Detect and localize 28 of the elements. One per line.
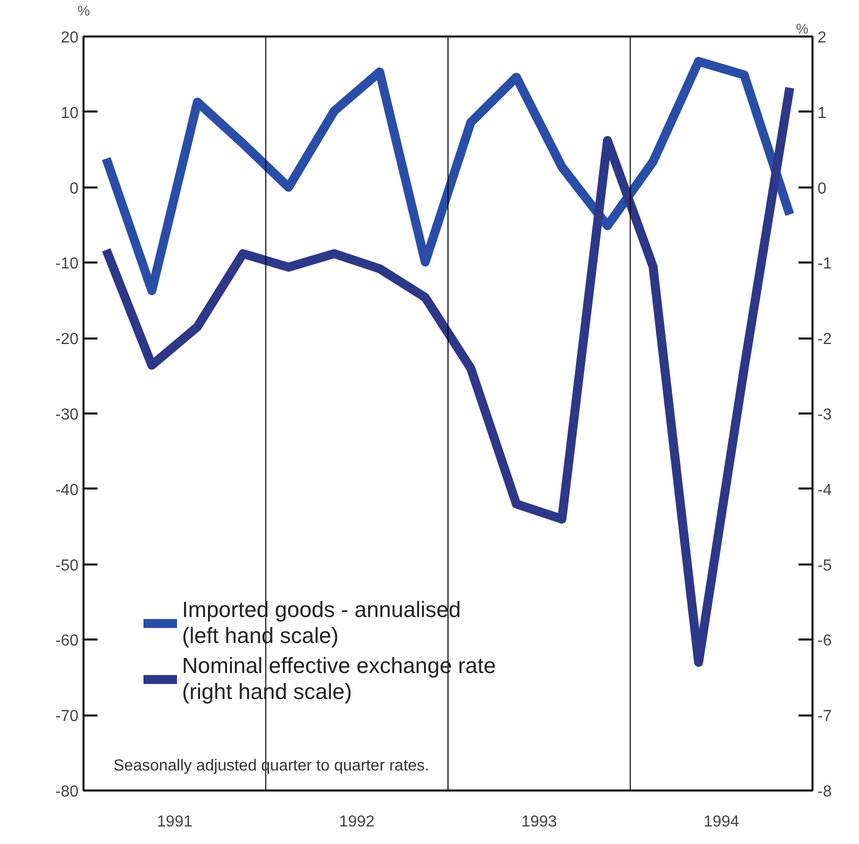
y-tick-label: -70 — [55, 708, 79, 726]
y2-tick-label: -8 — [818, 784, 832, 800]
y-tick-label: -10 — [55, 256, 79, 273]
x-tick-label: 1993 — [521, 814, 558, 830]
y2-tick-label: 1 — [818, 104, 826, 122]
y2-tick-label: -7 — [818, 708, 832, 726]
y-tick-label: 10 — [60, 104, 79, 122]
y2-tick-label: -6 — [818, 632, 832, 650]
x-tick-label: 1992 — [339, 814, 375, 830]
y2-tick-label: -2 — [818, 331, 832, 348]
x-tick-label: 1994 — [704, 814, 740, 830]
y-tick-label: -40 — [55, 482, 79, 499]
x-tick-label: 1991 — [156, 814, 193, 830]
y2-tick-label: 0 — [818, 180, 826, 198]
y2-tick-label: -4 — [818, 482, 832, 499]
y-tick-label: -60 — [55, 632, 79, 650]
y-tick-label: -30 — [55, 406, 79, 424]
y2-tick-label: 2 — [818, 30, 826, 46]
y-tick-label: -80 — [55, 784, 79, 800]
y-tick-label: 20 — [60, 30, 79, 46]
y-axis-title: % — [78, 2, 90, 18]
y-tick-label: -20 — [55, 331, 79, 348]
y2-tick-label: -5 — [818, 557, 832, 574]
y-tick-label: -50 — [55, 557, 79, 574]
y2-tick-label: -1 — [818, 256, 832, 273]
y-tick-label: 0 — [70, 180, 79, 198]
y2-tick-label: -3 — [818, 406, 832, 424]
y2-axis-title: % — [796, 20, 809, 36]
